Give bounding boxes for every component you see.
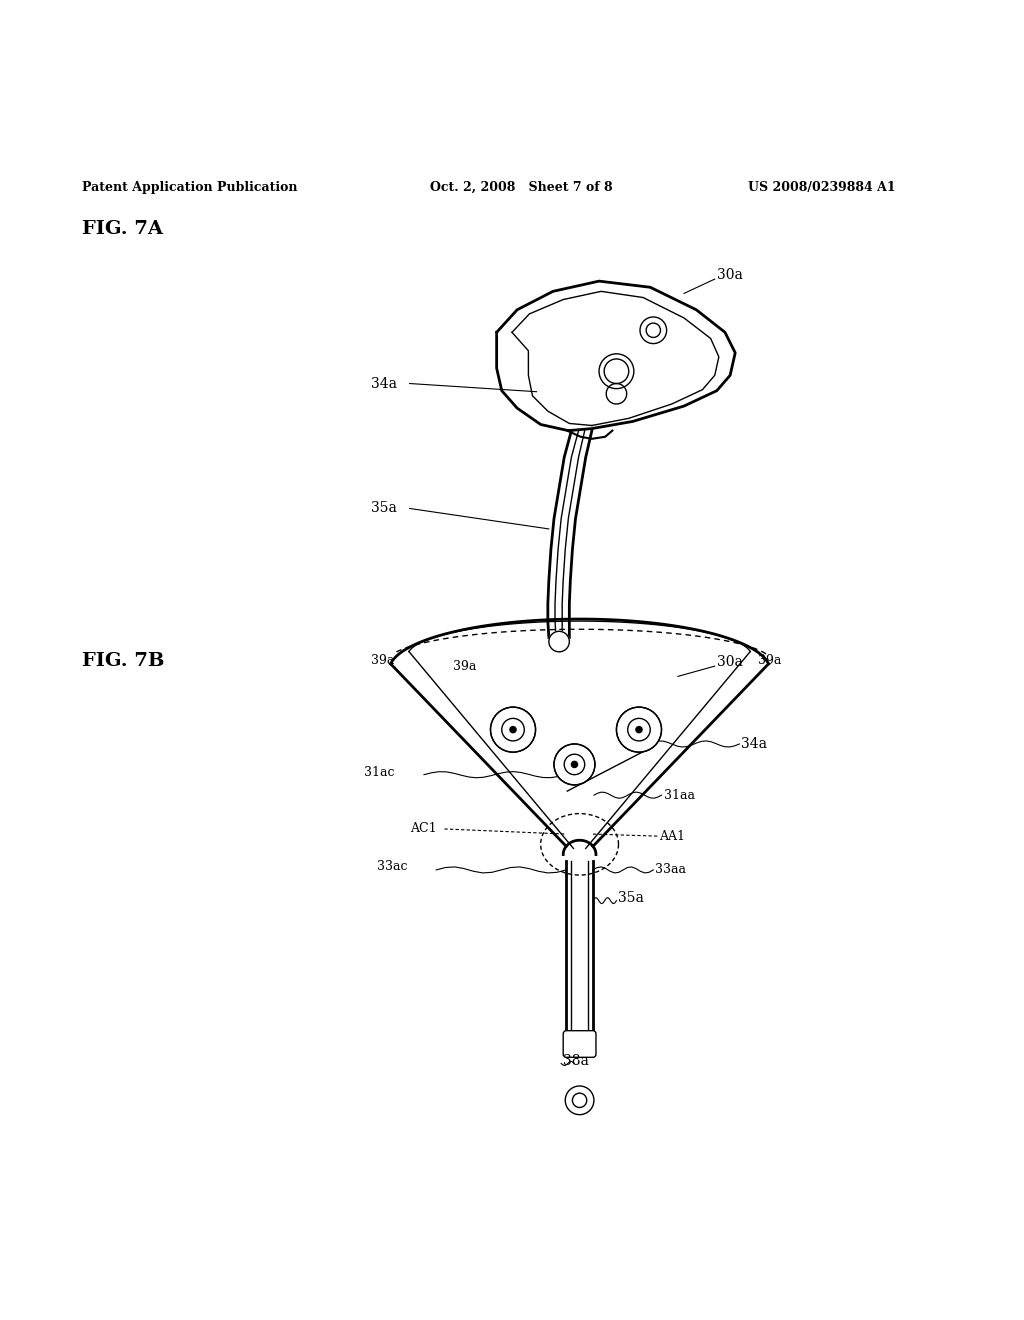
Text: 31ac: 31ac: [364, 766, 394, 779]
Text: 33ac: 33ac: [377, 861, 408, 874]
Circle shape: [549, 631, 569, 652]
Text: 35a: 35a: [618, 891, 644, 904]
Text: 33aa: 33aa: [655, 863, 686, 876]
Text: 35a: 35a: [371, 502, 396, 515]
Circle shape: [606, 384, 627, 404]
Circle shape: [565, 1086, 594, 1114]
Circle shape: [490, 708, 536, 752]
Text: Oct. 2, 2008   Sheet 7 of 8: Oct. 2, 2008 Sheet 7 of 8: [430, 181, 612, 194]
Circle shape: [604, 359, 629, 384]
Text: 39a: 39a: [372, 653, 394, 667]
Text: 31aa: 31aa: [664, 788, 694, 801]
Text: 39a: 39a: [454, 660, 476, 673]
Text: 34a: 34a: [741, 737, 767, 751]
Text: FIG. 7A: FIG. 7A: [82, 219, 163, 238]
Text: 30a: 30a: [717, 268, 742, 282]
Text: 38a: 38a: [563, 1055, 589, 1068]
Circle shape: [616, 708, 662, 752]
Text: 34a: 34a: [371, 376, 396, 391]
Circle shape: [510, 726, 516, 733]
Text: Patent Application Publication: Patent Application Publication: [82, 181, 297, 194]
Text: AA1: AA1: [659, 830, 685, 842]
Text: FIG. 7B: FIG. 7B: [82, 652, 165, 669]
Circle shape: [640, 317, 667, 343]
Circle shape: [554, 744, 595, 785]
Circle shape: [636, 726, 642, 733]
Text: 30a: 30a: [717, 655, 742, 669]
FancyBboxPatch shape: [563, 1031, 596, 1057]
Text: 39a: 39a: [759, 653, 781, 667]
Circle shape: [571, 762, 578, 767]
Text: AC1: AC1: [410, 822, 436, 836]
Text: US 2008/0239884 A1: US 2008/0239884 A1: [748, 181, 895, 194]
